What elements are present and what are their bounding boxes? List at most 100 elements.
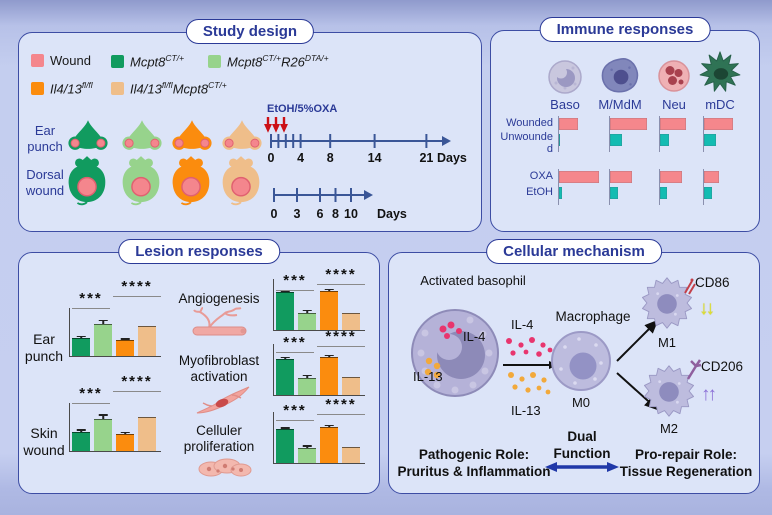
significance-label: *** bbox=[276, 337, 314, 353]
mouse-body-icon bbox=[222, 156, 260, 206]
study-design-title: Study design bbox=[185, 19, 315, 44]
genotype-swatch bbox=[208, 54, 221, 68]
panel-cellular-mechanism: Cellular mechanism Activated basophil IL… bbox=[388, 239, 760, 494]
activated-basophil-icon bbox=[411, 309, 499, 397]
tick-label: 3 bbox=[293, 207, 301, 221]
immune-bars-oxa-mdc bbox=[703, 169, 749, 205]
m2-macrophage-icon bbox=[643, 365, 695, 417]
row-label-etoh: EtOH bbox=[526, 186, 553, 198]
cd206-label: CD206 bbox=[701, 359, 744, 374]
panel-immune-responses: Immune responses Baso M/MdM Neu mDC Woun… bbox=[490, 17, 760, 232]
tick-label: 8 bbox=[326, 151, 334, 165]
blood-vessel-icon bbox=[192, 307, 247, 336]
legend-item-mcpt8-r26: Mcpt8CT/+R26DTA/+ bbox=[208, 53, 329, 69]
mouse-head-icon bbox=[122, 120, 162, 150]
myofibroblast-chart bbox=[273, 344, 365, 396]
il4-label: IL-4 bbox=[511, 317, 534, 332]
legend-label: Mcpt8CT/+R26DTA/+ bbox=[227, 53, 329, 70]
downregulation-arrows-icon: ↓↓ bbox=[699, 298, 715, 319]
m0-macrophage-icon bbox=[551, 331, 611, 391]
row-label-unwounded: Unwounded bbox=[500, 131, 553, 156]
wound-swatch bbox=[31, 54, 44, 67]
basophil-icon bbox=[548, 60, 582, 94]
panel-study-design: Study design Wound Mcpt8CT/+ Mcpt8CT/+R2… bbox=[18, 19, 482, 232]
legend-label: Wound bbox=[50, 53, 91, 68]
legend-label: Il4/13fl/flMcpt8CT/+ bbox=[130, 80, 227, 97]
tick-label: 8 bbox=[332, 207, 339, 221]
legend-item-mcpt8: Mcpt8CT/+ bbox=[111, 53, 184, 69]
tick-label: 0 bbox=[270, 207, 278, 221]
row-label-wounded: Wounded bbox=[506, 117, 553, 129]
legend-label: Il4/13fl/fl bbox=[50, 80, 93, 97]
mouse-body-icon bbox=[172, 156, 210, 206]
neutrophil-icon bbox=[658, 60, 690, 92]
ear-punch-chart-label: Ear punch bbox=[24, 331, 64, 364]
significance-label: **** bbox=[317, 269, 365, 285]
upregulation-arrows-icon: ↑↑ bbox=[701, 384, 717, 405]
significance-label: *** bbox=[276, 275, 314, 291]
immune-bars-oxa-baso bbox=[558, 169, 604, 205]
m0-label: M0 bbox=[571, 395, 591, 410]
significance-label: **** bbox=[317, 331, 365, 347]
dual-function-arrow bbox=[545, 462, 619, 472]
cell-label-baso: Baso bbox=[550, 97, 580, 112]
il4-in-cell-label: IL-4 bbox=[463, 329, 486, 344]
ear-punch-chart bbox=[69, 308, 161, 357]
cell-label-neu: Neu bbox=[662, 97, 686, 112]
angiogenesis-label: Angiogenesis bbox=[178, 291, 260, 306]
significance-label: **** bbox=[113, 281, 161, 297]
tick-label: 6 bbox=[316, 207, 324, 221]
immune-bars-oxa-mmdm bbox=[609, 169, 655, 205]
ear-punch-timeline: EtOH/5%OXA 0 4 8 14 21 Days bbox=[257, 103, 477, 169]
activated-basophil-label: Activated basophil bbox=[420, 273, 526, 288]
angiogenesis-chart bbox=[273, 279, 365, 331]
panel-lesion-responses: Lesion responses Ear punch *** **** Skin… bbox=[18, 239, 380, 494]
mouse-head-icon bbox=[222, 120, 262, 150]
timeline-axis bbox=[273, 188, 373, 202]
m1-macrophage-icon bbox=[641, 277, 693, 329]
genotype-swatch bbox=[31, 81, 44, 95]
pathogenic-role-text: Pathogenic Role: Pruritus & Inflammation bbox=[397, 447, 551, 479]
tick-label: 21 bbox=[419, 151, 434, 165]
significance-label: **** bbox=[113, 376, 161, 392]
myofibroblast-icon bbox=[196, 386, 250, 414]
treatment-label: EtOH/5%OXA bbox=[267, 103, 338, 115]
immune-bars-wound-mdc bbox=[703, 116, 749, 152]
genotype-swatch bbox=[111, 81, 124, 95]
timeline-unit: Days bbox=[437, 151, 467, 165]
significance-label: *** bbox=[276, 405, 314, 421]
row-label-oxa: OXA bbox=[529, 170, 553, 182]
legend-label: Mcpt8CT/+ bbox=[130, 53, 185, 70]
mouse-body-icon bbox=[68, 156, 106, 206]
immune-responses-title: Immune responses bbox=[539, 17, 711, 42]
myofibroblast-label: Myofibroblast activation bbox=[178, 353, 260, 385]
genotype-swatch bbox=[111, 54, 124, 68]
lesion-responses-title: Lesion responses bbox=[118, 239, 280, 264]
immune-bars-wound-baso bbox=[558, 116, 604, 152]
macrophage-label: Macrophage bbox=[555, 309, 631, 324]
m1-label: M1 bbox=[657, 335, 677, 350]
treatment-arrows-icon bbox=[264, 117, 288, 133]
m2-label: M2 bbox=[659, 421, 679, 436]
mouse-body-icon bbox=[122, 156, 160, 206]
significance-label: *** bbox=[72, 293, 110, 309]
timeline-axis bbox=[270, 134, 451, 148]
mouse-head-icon bbox=[68, 120, 108, 150]
cell-label-mdc: mDC bbox=[705, 97, 735, 112]
ear-punch-row-label: Ear punch bbox=[27, 123, 63, 154]
skin-wound-chart-label: Skin wound bbox=[23, 425, 65, 458]
cd86-label: CD86 bbox=[695, 275, 730, 290]
dual-function-text: Dual Function bbox=[553, 429, 611, 461]
tick-label: 14 bbox=[367, 151, 382, 165]
tick-label: 4 bbox=[297, 151, 305, 165]
cell-label-mmdm: M/MdM bbox=[598, 97, 642, 112]
significance-label: *** bbox=[72, 388, 110, 404]
timeline-unit: Days bbox=[377, 207, 407, 221]
immune-bars-oxa-neu bbox=[659, 169, 705, 205]
mouse-head-icon bbox=[172, 120, 212, 150]
proliferation-chart bbox=[273, 412, 365, 464]
cellular-mechanism-title: Cellular mechanism bbox=[486, 239, 662, 264]
immune-bars-wound-mmdm bbox=[609, 116, 655, 152]
legend-item-wound: Wound bbox=[31, 53, 91, 68]
